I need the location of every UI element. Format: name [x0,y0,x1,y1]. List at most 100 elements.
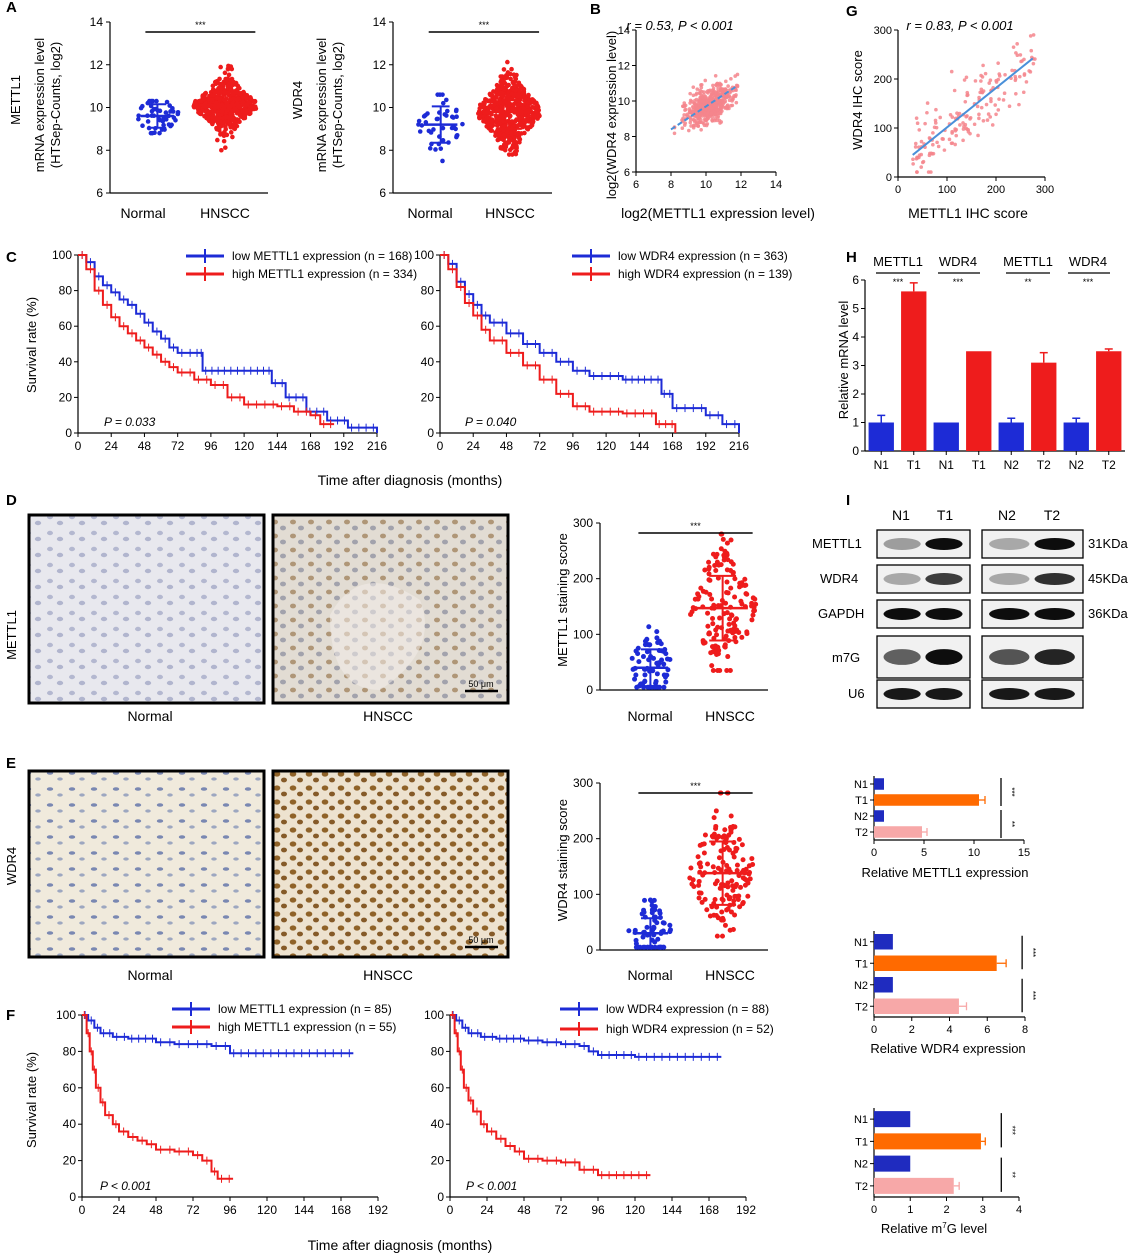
a1-ylabel-1: mRNA expression level [32,38,47,172]
survival-curve [82,1014,234,1180]
data-point [684,107,688,112]
chart-f2-survival-wdr4: P < 0.001 0 20 40 60 80 100 0 24 48 72 96 120 144 168… [424,1008,756,1217]
data-point [693,119,697,124]
data-point [520,105,526,111]
data-point [985,118,990,122]
data-point [477,115,482,121]
data-point [693,104,698,108]
data-point [730,887,736,893]
data-point [519,115,524,120]
data-point [1014,51,1018,55]
bar [868,422,894,451]
data-point [206,115,211,120]
h-group-1: METTL1 [873,254,923,269]
x-tick-label: N2 [1069,458,1085,472]
f2-legend-low: low WDR4 expression (n = 88) [606,1002,769,1016]
c-xlabel: Time after diagnosis (months) [318,472,503,488]
data-point [716,99,721,104]
data-point [219,109,225,114]
data-point [454,132,460,138]
y-tick-label: 40 [431,1117,445,1131]
data-point [672,131,677,136]
data-point [661,920,667,926]
data-point [707,577,713,583]
data-point [453,126,458,132]
data-point [525,104,530,109]
data-point [742,583,748,589]
data-point [724,105,728,110]
data-point [663,679,669,685]
data-point [687,875,693,881]
data-point [739,842,745,848]
y-tick-label: 200 [573,832,593,846]
y-tick-label: 8 [624,132,630,144]
data-point [728,909,734,915]
data-point [650,927,656,933]
data-point [247,110,253,116]
x-tick-label: 24 [105,439,119,453]
data-point [964,75,969,80]
data-point [979,105,984,110]
data-point [979,87,984,92]
data-point [728,537,734,543]
data-point [534,104,539,110]
x-tick-label: 72 [186,1203,200,1217]
data-point [237,85,242,91]
data-point [530,104,535,110]
data-point [728,95,732,99]
data-point [175,109,181,115]
data-point [913,145,918,149]
data-point [719,106,724,110]
data-point [702,567,708,573]
data-point [706,116,711,121]
y-tick-label: T1 [855,958,868,970]
y-tick-label: 80 [431,1044,445,1058]
data-point [521,118,527,124]
data-point [503,140,509,146]
wb-kda-31: 31KDa [1088,536,1129,551]
data-point [1021,90,1026,95]
x-tick-label: 72 [171,439,185,453]
e-hnscc-label: HNSCC [363,967,413,983]
data-point [729,77,733,81]
data-point [705,98,710,103]
data-point [706,566,712,572]
data-point [709,663,715,669]
data-point [682,101,687,105]
panel-i-western-blot: N1 T1 N2 T2 METTL1 WDR4 GAPDH m7G U6 31K… [812,507,1129,709]
survival-curve [450,1014,722,1058]
x-tick-label: 216 [367,439,387,453]
x-tick-label: 10 [700,179,712,191]
data-point [712,93,717,98]
data-point [494,106,499,112]
data-point [136,113,141,118]
x-tick-label: 10 [968,847,980,859]
data-point [506,152,512,157]
data-point [933,121,938,125]
x-tick-label: 192 [696,439,716,453]
data-point [919,152,924,157]
data-point [232,106,237,112]
data-point [499,78,504,83]
data-point [934,107,938,112]
data-point [242,113,248,119]
data-point [659,657,665,663]
data-point [712,896,718,902]
x-tick-label: 168 [699,1203,719,1217]
data-point [751,608,757,614]
data-point [476,111,481,116]
y-tick-label: 12 [90,58,104,72]
data-point [710,88,715,93]
data-point [200,93,206,98]
data-point [228,64,234,69]
data-point [731,626,737,632]
data-point [248,104,254,109]
data-point [481,117,486,122]
data-point [460,121,465,127]
data-point [653,678,659,684]
panel-label-a: A [6,0,17,16]
data-point [228,130,234,135]
y-tick-label: 100 [52,248,72,262]
data-point [218,86,224,91]
